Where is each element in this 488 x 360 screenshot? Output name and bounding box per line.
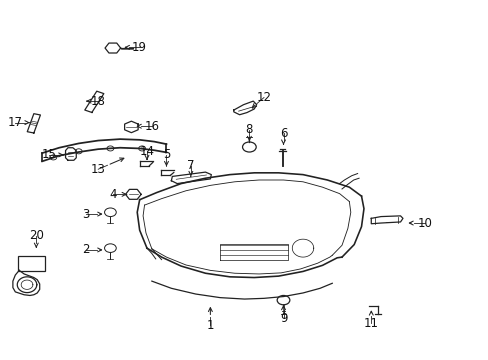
Text: 1: 1 bbox=[206, 319, 214, 332]
Text: 13: 13 bbox=[91, 163, 105, 176]
Text: 4: 4 bbox=[109, 188, 116, 201]
Text: 9: 9 bbox=[279, 311, 286, 325]
Text: 10: 10 bbox=[417, 216, 431, 230]
Text: 18: 18 bbox=[91, 95, 105, 108]
Text: 15: 15 bbox=[42, 148, 57, 161]
Text: 17: 17 bbox=[8, 116, 23, 129]
Text: 14: 14 bbox=[139, 145, 154, 158]
Text: 8: 8 bbox=[245, 123, 253, 136]
Text: 5: 5 bbox=[163, 148, 170, 161]
Text: 7: 7 bbox=[187, 159, 194, 172]
Text: 16: 16 bbox=[144, 120, 159, 133]
Text: 11: 11 bbox=[363, 317, 378, 330]
Text: 12: 12 bbox=[256, 91, 271, 104]
Text: 20: 20 bbox=[29, 229, 43, 242]
Text: 19: 19 bbox=[132, 41, 147, 54]
Text: 6: 6 bbox=[279, 127, 286, 140]
Text: 2: 2 bbox=[82, 243, 90, 256]
Text: 3: 3 bbox=[82, 208, 89, 221]
